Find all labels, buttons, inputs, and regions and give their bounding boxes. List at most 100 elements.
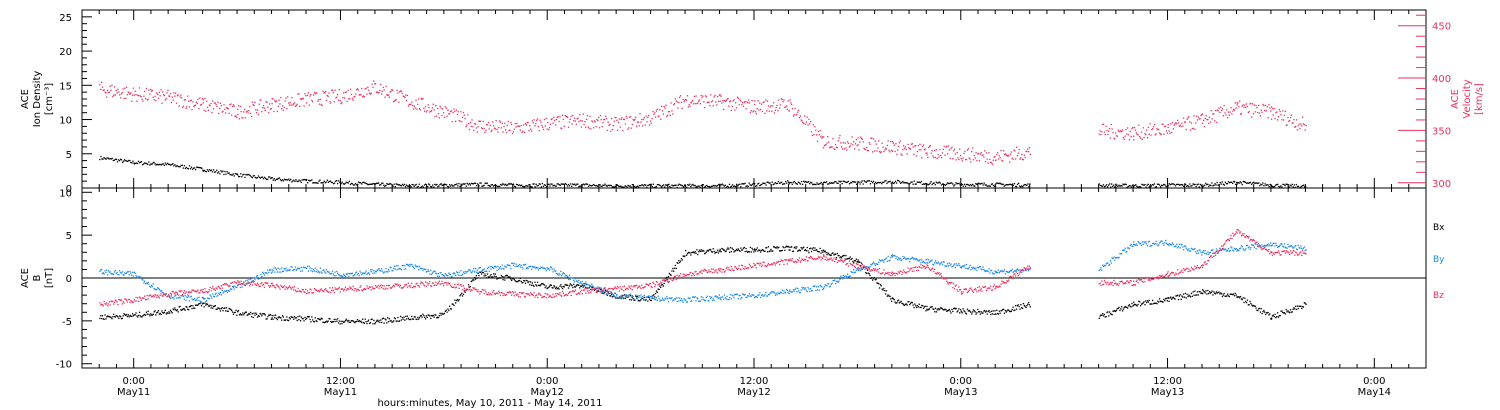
point [317, 182, 319, 184]
point [879, 284, 882, 286]
point [807, 181, 809, 183]
point [245, 174, 247, 176]
point [490, 268, 492, 270]
point [904, 181, 906, 184]
point [1215, 291, 1218, 293]
point [585, 183, 588, 185]
point [934, 260, 937, 262]
point [108, 91, 110, 93]
point [361, 183, 363, 185]
point [1154, 302, 1156, 304]
point [1227, 293, 1229, 295]
point [747, 102, 749, 104]
point [948, 182, 950, 185]
point [817, 251, 820, 253]
point [989, 272, 991, 274]
point [1291, 183, 1293, 185]
point [388, 318, 390, 320]
point [727, 97, 729, 100]
point [111, 273, 113, 275]
point [847, 257, 850, 260]
point [142, 164, 144, 166]
point [1202, 289, 1204, 291]
point [726, 98, 728, 101]
point [666, 296, 668, 298]
point [1253, 104, 1255, 106]
point [258, 103, 260, 105]
point [632, 118, 634, 121]
point [766, 247, 768, 249]
point [912, 183, 914, 185]
point [972, 147, 974, 149]
point [715, 251, 717, 253]
point [736, 96, 739, 98]
point [294, 105, 297, 107]
point [123, 274, 125, 276]
point [1018, 305, 1020, 308]
point [104, 157, 106, 160]
point [285, 97, 287, 99]
point [1235, 294, 1237, 296]
point [580, 285, 582, 287]
point [959, 148, 961, 150]
point [281, 267, 283, 269]
point [209, 170, 212, 172]
point [250, 311, 252, 314]
point [460, 111, 462, 113]
point [683, 255, 685, 258]
point [612, 294, 614, 296]
point [532, 122, 534, 124]
point [872, 261, 875, 263]
point [793, 180, 795, 183]
point [835, 146, 838, 148]
point [1258, 182, 1260, 184]
point [928, 308, 931, 310]
point [984, 150, 986, 152]
point [741, 183, 743, 185]
point [1214, 293, 1217, 295]
point [1019, 158, 1021, 160]
point [1188, 185, 1190, 188]
point [810, 250, 813, 253]
point [398, 101, 400, 103]
point [941, 152, 944, 154]
point [475, 275, 477, 277]
point [569, 118, 571, 120]
point [664, 297, 666, 299]
point [1133, 304, 1135, 306]
point [949, 157, 951, 160]
point [1119, 131, 1121, 133]
point [132, 313, 134, 315]
point [550, 266, 552, 268]
point [584, 283, 586, 285]
point [251, 313, 253, 315]
point [428, 270, 430, 272]
point [692, 103, 695, 105]
point [717, 96, 719, 98]
point [873, 150, 876, 152]
point [858, 181, 860, 183]
point [509, 129, 511, 132]
point [107, 157, 109, 159]
point [642, 297, 644, 299]
point [257, 113, 260, 116]
point [680, 298, 683, 300]
point [886, 144, 888, 147]
point [1110, 186, 1112, 188]
point [425, 271, 428, 273]
point [655, 110, 658, 112]
point [309, 95, 311, 97]
point [940, 262, 942, 264]
point [849, 275, 851, 277]
point [1113, 184, 1115, 186]
point [650, 295, 652, 297]
point [627, 184, 629, 187]
point [1270, 106, 1273, 108]
point [617, 297, 620, 299]
point [633, 119, 635, 122]
point [561, 183, 563, 185]
point [504, 265, 506, 267]
point [202, 297, 204, 299]
point [438, 185, 440, 187]
point [1102, 184, 1105, 186]
